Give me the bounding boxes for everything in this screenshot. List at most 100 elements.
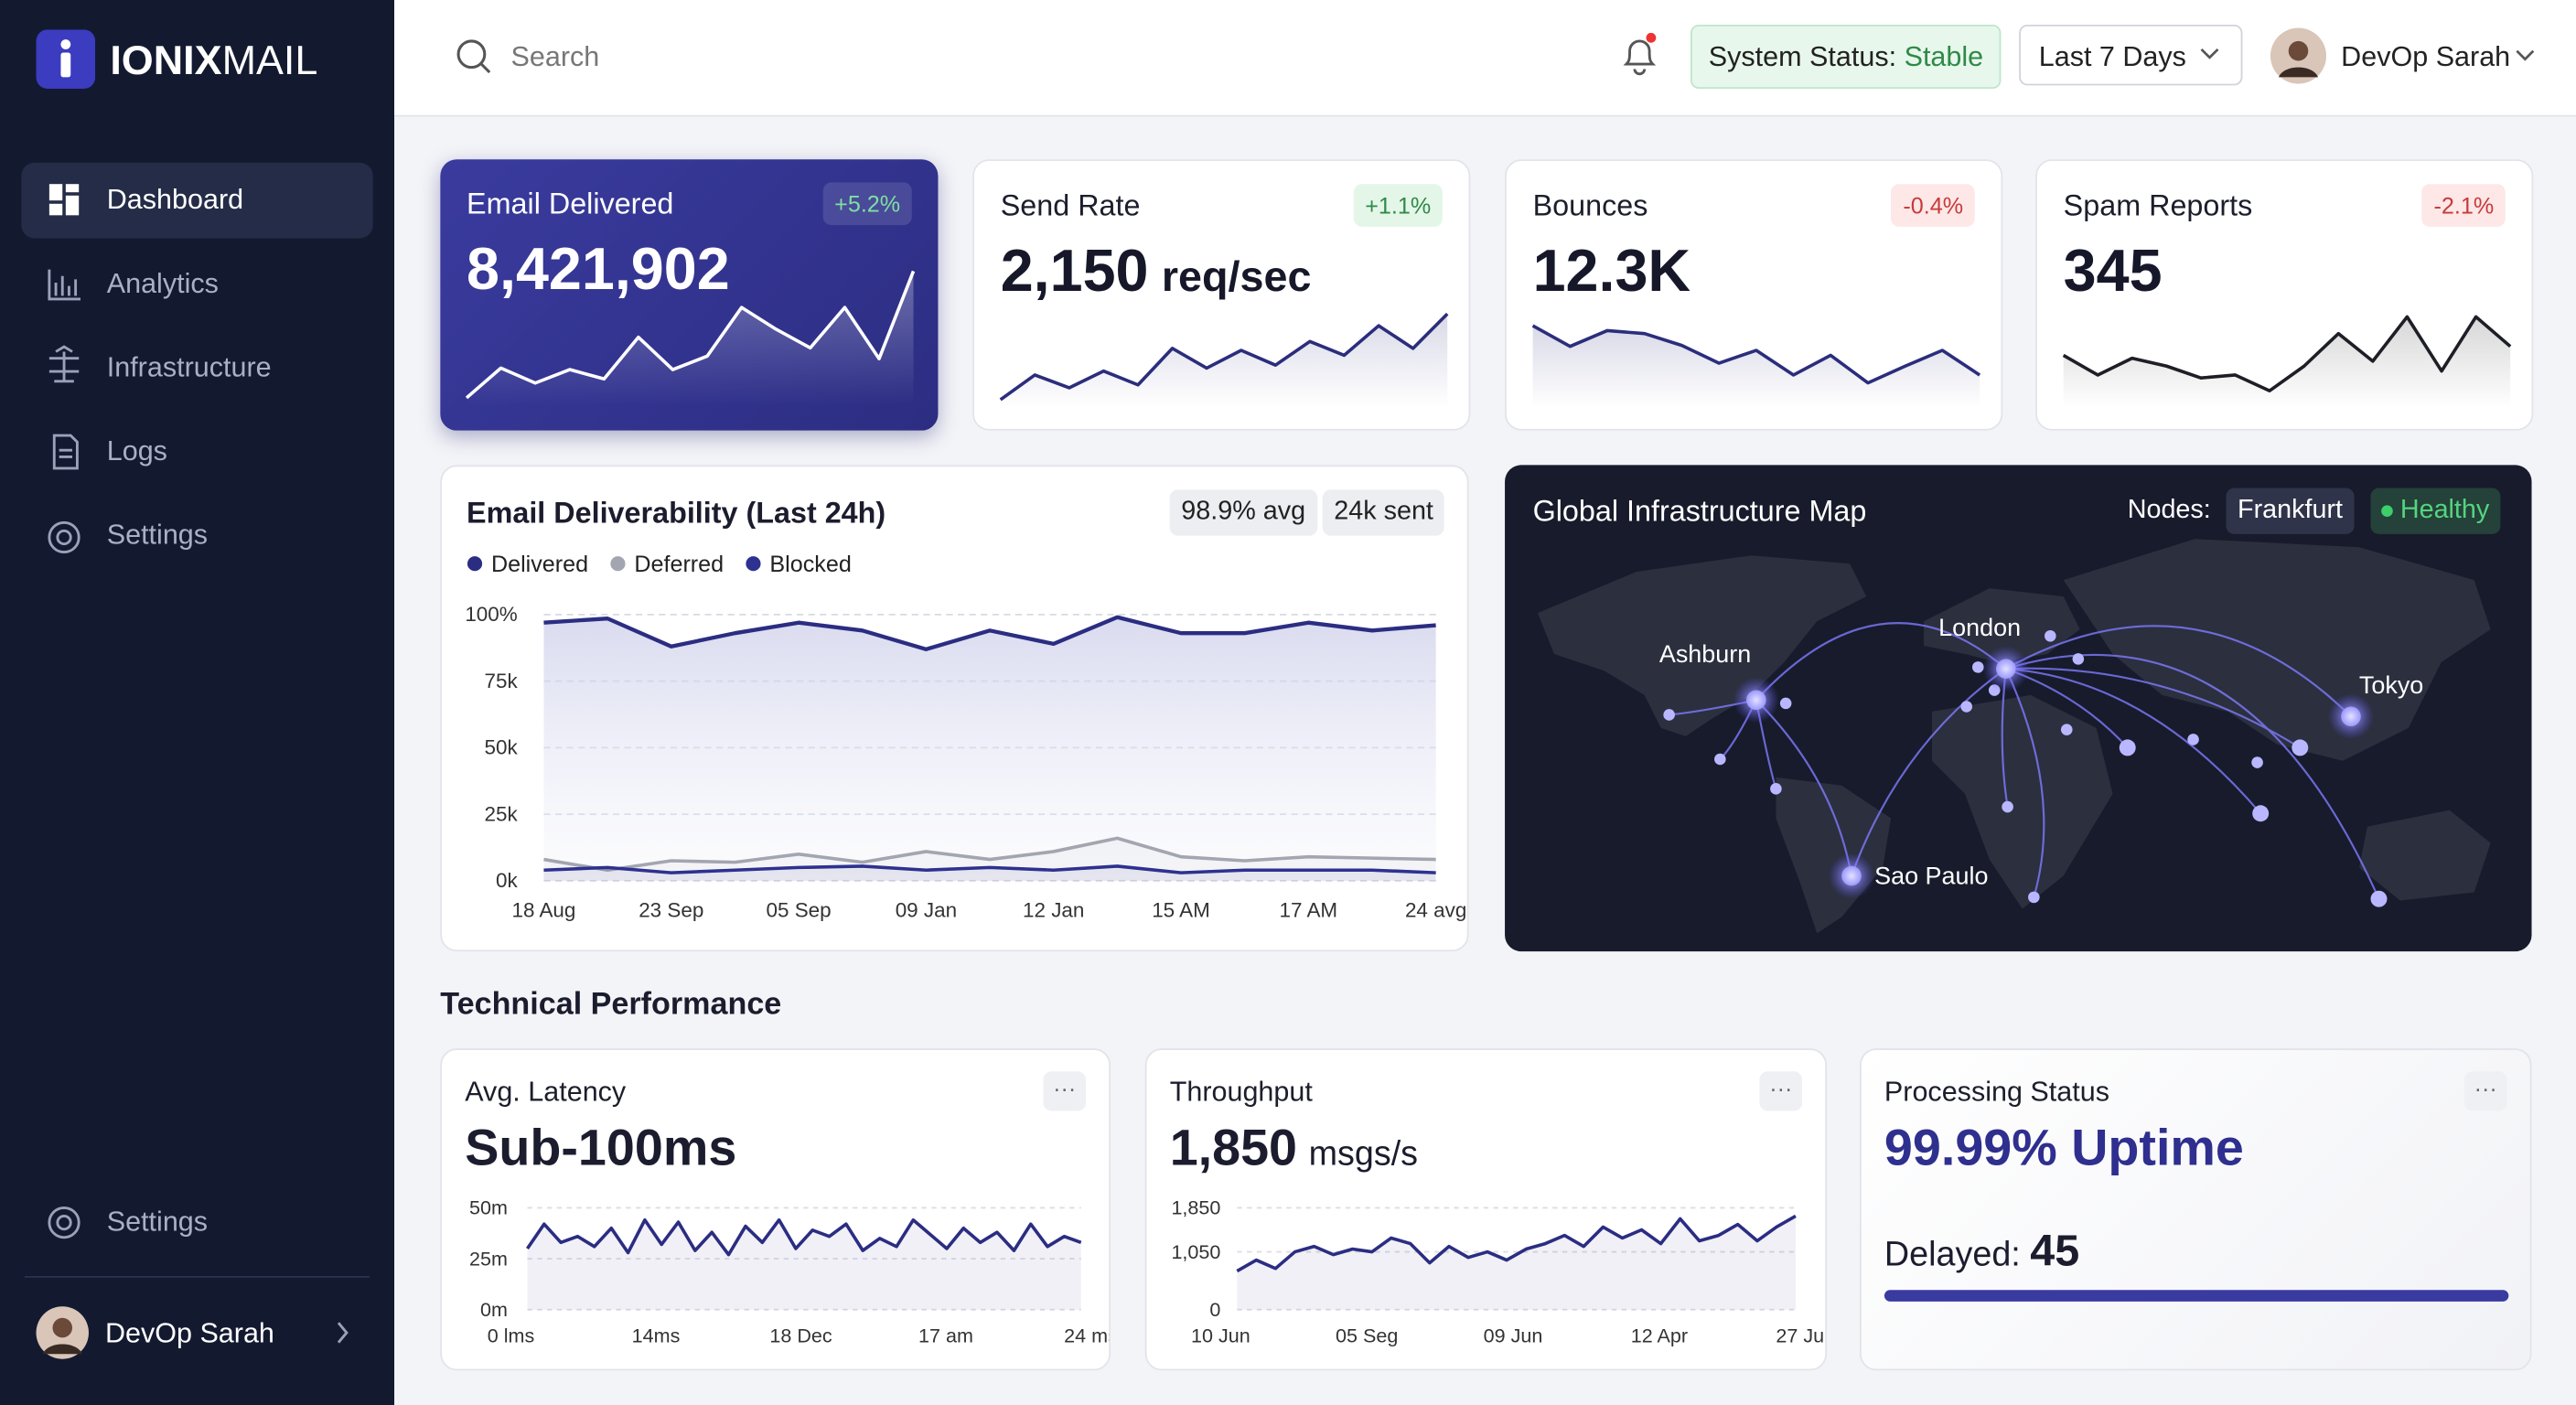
deliverability-card: Email Deliverability (Last 24h) 98.9% av…: [440, 465, 1469, 952]
card-value: Sub-100ms: [465, 1119, 737, 1177]
x-tick-label: 10 Jun: [1191, 1325, 1250, 1347]
y-tick-label: 1,050: [1171, 1240, 1220, 1263]
x-tick-label: 12 Jan: [1023, 898, 1084, 921]
status-value: Stable: [1904, 40, 1984, 73]
user-name[interactable]: DevOp Sarah: [2341, 40, 2511, 73]
series-line: [543, 615, 1436, 651]
legend-label: Blocked: [769, 552, 851, 577]
x-tick-label: 24 avg: [1405, 898, 1466, 921]
kpi-change: -0.4%: [1891, 184, 1975, 227]
status: System Status: Stable: [1690, 24, 2002, 90]
kpi-card: Send Rate 2,150 req/sec +1.1%: [972, 159, 1471, 431]
x-tick-label: 18 Aug: [512, 898, 576, 921]
perf-chart: 0m 25m 50m 0 lms 14ms 18 Dec 17 am 24 ms: [469, 1196, 1109, 1347]
nav-item[interactable]: Settings: [106, 519, 209, 551]
kpi-change: -2.1%: [2421, 184, 2506, 227]
sparkline: [1531, 324, 1981, 408]
nav-item[interactable]: Logs: [106, 435, 167, 467]
latency-card: Avg. Latency Sub-100ms ··· 0m 25m 50m 0 lms…: [440, 1048, 1111, 1371]
menu[interactable]: ···: [2463, 1071, 2507, 1111]
status-label: System Status:: [1708, 40, 1897, 73]
spark-area: [1532, 326, 1980, 408]
kpi-title: Email Delivered: [467, 187, 674, 220]
x-tick-label: 09 Jan: [896, 898, 957, 921]
y-tick-label: 0m: [480, 1298, 508, 1321]
nav-item[interactable]: Dashboard: [21, 162, 373, 239]
brand-bold: IONIX: [110, 38, 222, 84]
x-tick-label: 09 Jun: [1484, 1325, 1543, 1347]
y-tick-label: 1,850: [1171, 1196, 1220, 1219]
legend-dot: [746, 556, 761, 572]
card-value: 1,850 msgs/s: [1170, 1119, 1418, 1178]
perf-area: [1237, 1216, 1796, 1310]
y-tick-label: 25m: [469, 1247, 508, 1270]
menu[interactable]: ···: [1759, 1071, 1803, 1111]
x-tick-label: 14ms: [632, 1325, 681, 1347]
sparkline: [2062, 315, 2512, 408]
node[interactable]: Frankfurt: [2226, 488, 2355, 534]
kpi-value: 12.3K: [1533, 237, 1691, 306]
perf-line: [1236, 1214, 1797, 1273]
spark-line: [2062, 315, 2512, 393]
brand: IONIXMAIL: [110, 38, 317, 85]
value: 345: [2063, 236, 2163, 305]
nodes-label: Nodes:: [2127, 496, 2211, 525]
chevron: [2516, 49, 2535, 61]
y-tick-label: 0: [1209, 1298, 1220, 1321]
perf-chart: 0 1,050 1,850 10 Jun 05 Seg 09 Jun 12 Apr 27 Ju…: [1171, 1196, 1825, 1347]
card-title: Processing Status: [1884, 1076, 2109, 1108]
map-card: Ashburn London Tokyo Sao Paulo Global In…: [1505, 465, 2532, 952]
uptime: 99.99% Uptime: [1884, 1119, 2244, 1177]
delayed-value: 45: [2030, 1226, 2080, 1276]
spark-area: [467, 271, 914, 406]
nav-item[interactable]: Analytics: [106, 267, 219, 299]
spark-line: [999, 312, 1449, 402]
kpi-card: Bounces 12.3K -0.4%: [1505, 159, 2003, 431]
health-dot: [2381, 505, 2393, 517]
value: 8,421,902: [467, 234, 730, 303]
y-tick-label: 25k: [485, 802, 519, 825]
avatar: [2270, 27, 2327, 84]
city-label: London: [1938, 614, 2021, 641]
unit: req/sec: [1161, 251, 1312, 301]
legend-label: Deferred: [634, 552, 724, 577]
city-label: Sao Paulo: [1874, 863, 1988, 890]
kpi-title: Bounces: [1532, 188, 1648, 222]
unit: msgs/s: [1308, 1135, 1419, 1174]
x-tick-label: 23 Sep: [639, 898, 703, 921]
kpi-title: Send Rate: [1000, 188, 1141, 222]
city-label: Ashburn: [1659, 640, 1751, 668]
nav-item[interactable]: Infrastructure: [106, 351, 272, 383]
series-area: [543, 617, 1436, 881]
progress-bar: [1884, 1290, 2509, 1302]
badge: 98.9% avg: [1169, 489, 1317, 536]
bell[interactable]: [1618, 32, 1661, 79]
spark-area: [2063, 316, 2511, 408]
legend-dot: [467, 556, 483, 572]
x-tick-label: 05 Sep: [767, 898, 832, 921]
y-tick-label: 50k: [485, 736, 519, 759]
legend-label: Delivered: [491, 552, 588, 577]
world-map: Ashburn London Tokyo Sao Paulo: [1537, 539, 2491, 934]
avatar: [36, 1306, 89, 1359]
kpi-value: 8,421,902: [467, 235, 730, 304]
kpi-change: +5.2%: [822, 182, 912, 226]
kpi-card: Email Delivered 8,421,902 +5.2%: [440, 159, 939, 431]
x-tick-label: 17 AM: [1280, 898, 1338, 921]
footer-settings[interactable]: Settings: [106, 1206, 209, 1238]
section-title: Technical Performance: [440, 987, 782, 1023]
legend-dot: [610, 556, 626, 572]
menu[interactable]: ···: [1043, 1071, 1087, 1111]
logo: [36, 29, 96, 90]
sidebar: IONIXMAIL Dashboard Analytics Infrastructu…: [0, 0, 395, 1405]
city-label: Tokyo: [2359, 671, 2423, 699]
user-name: DevOp Sarah: [104, 1317, 274, 1349]
kpi-value: 345: [2064, 237, 2163, 306]
y-tick-label: 50m: [469, 1196, 508, 1219]
value: 1,850: [1169, 1119, 1298, 1177]
badge: 24k sent: [1322, 489, 1445, 536]
search[interactable]: Search: [510, 40, 600, 73]
y-tick-label: 0k: [496, 869, 518, 892]
range[interactable]: Last 7 Days: [2019, 24, 2243, 86]
